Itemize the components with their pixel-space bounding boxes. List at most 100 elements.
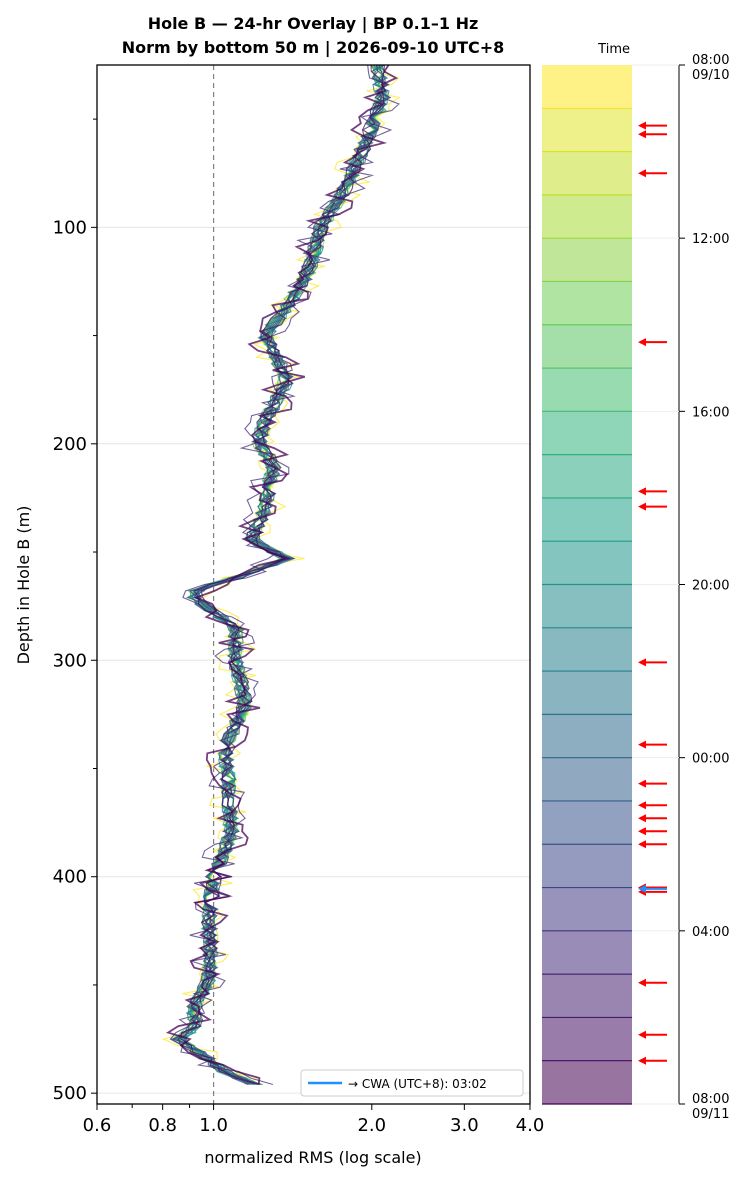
red-arrow-head-12	[638, 840, 646, 849]
red-arrow-0	[638, 121, 667, 130]
red-arrow-6	[638, 658, 667, 667]
y-tick-label-4: 500	[53, 1083, 87, 1104]
colorbar-band-4	[542, 238, 632, 282]
red-arrow-head-4	[638, 487, 646, 496]
red-arrow-12	[638, 840, 667, 849]
colorbar-band-14	[542, 671, 632, 715]
colorbar-time-ticks: 08:0009/1012:0016:0020:0000:0004:0008:00…	[632, 53, 729, 1122]
time-tick-date-6: 09/11	[692, 1107, 729, 1122]
colorbar-band-6	[542, 324, 632, 369]
time-tick-label-4: 00:00	[692, 752, 729, 767]
colorbar-band-3	[542, 194, 632, 239]
red-arrow-head-1	[638, 130, 646, 139]
red-arrow-head-15	[638, 978, 646, 987]
colorbar-band-7	[542, 368, 632, 412]
red-arrow-head-17	[638, 1056, 646, 1065]
colorbar-band-15	[542, 714, 632, 758]
red-arrow-9	[638, 801, 667, 810]
red-arrow-head-9	[638, 801, 646, 810]
red-arrow-head-6	[638, 658, 646, 667]
red-arrow-11	[638, 827, 667, 836]
red-arrow-head-10	[638, 814, 646, 823]
blue-arrow-head-0	[638, 884, 646, 893]
red-arrow-1	[638, 130, 667, 139]
series-line-16	[180, 64, 389, 1085]
series-line-23	[165, 64, 399, 1085]
x-axis-label: normalized RMS (log scale)	[204, 1148, 421, 1167]
legend-box	[300, 1069, 524, 1097]
time-tick-label-5: 04:00	[692, 925, 729, 940]
colorbar-band-11	[542, 541, 632, 585]
red-arrow-8	[638, 779, 667, 788]
red-arrow-2	[638, 169, 667, 178]
red-arrow-head-7	[638, 740, 646, 749]
red-arrow-head-11	[638, 827, 646, 836]
colorbar-band-22	[542, 1017, 632, 1061]
red-arrow-10	[638, 814, 667, 823]
plot-frame	[96, 64, 531, 1105]
event-arrows	[638, 121, 667, 1065]
red-arrow-3	[638, 338, 667, 347]
time-tick-label-0: 08:00	[692, 53, 729, 68]
red-arrow-head-5	[638, 502, 646, 511]
colorbar-band-19	[542, 887, 632, 931]
colorbar-band-17	[542, 800, 632, 845]
colorbar-band-18	[542, 844, 632, 888]
colorbar-label: Time	[597, 42, 630, 57]
chart-title: Hole B — 24-hr Overlay | BP 0.1–1 Hz	[148, 14, 479, 34]
y-tick-label-3: 400	[53, 867, 87, 888]
x-tick-label-2: 1.0	[199, 1115, 228, 1136]
time-tick-label-2: 16:00	[692, 405, 729, 420]
series-line-17	[183, 64, 391, 1085]
red-arrow-head-0	[638, 121, 646, 130]
red-arrow-5	[638, 502, 667, 511]
time-tick-label-1: 12:00	[692, 232, 729, 247]
colorbar-band-20	[542, 930, 632, 975]
colorbar-band-5	[542, 281, 632, 325]
x-tick-label-0: 0.6	[83, 1115, 112, 1136]
colorbar	[542, 65, 680, 1105]
x-tick-label-5: 4.0	[516, 1115, 545, 1136]
x-axis-ticks: 0.6 0.8 1.0 2.0 3.0 4.0	[83, 1104, 545, 1136]
y-axis-ticks: 100 200 300 400 500	[53, 118, 97, 1104]
series-line-0	[161, 64, 401, 1086]
x-tick-label-3: 2.0	[357, 1115, 386, 1136]
colorbar-band-9	[542, 454, 632, 498]
grid-lines	[97, 226, 530, 1094]
red-arrow-head-8	[638, 779, 646, 788]
red-arrow-7	[638, 740, 667, 749]
blue-arrow-0	[638, 884, 667, 893]
time-tick-label-3: 20:00	[692, 579, 729, 594]
red-arrow-head-3	[638, 338, 646, 347]
colorbar-band-16	[542, 757, 632, 801]
legend-entry-cwa: → CWA (UTC+8): 03:02	[348, 1077, 487, 1091]
time-tick-date-0: 09/10	[692, 68, 729, 83]
series-line-11	[184, 64, 388, 1086]
series-line-22	[180, 64, 385, 1086]
x-tick-label-1: 0.8	[148, 1115, 177, 1136]
y-tick-label-2: 300	[53, 650, 87, 671]
y-tick-label-0: 100	[53, 217, 87, 238]
colorbar-band-8	[542, 411, 632, 455]
colorbar-band-21	[542, 974, 632, 1018]
chart-subtitle: Norm by bottom 50 m | 2026-09-10 UTC+8	[122, 38, 505, 58]
red-arrow-4	[638, 487, 667, 496]
red-arrow-head-16	[638, 1030, 646, 1039]
red-arrow-15	[638, 978, 667, 987]
y-axis-label: Depth in Hole B (m)	[14, 506, 33, 665]
colorbar-band-23	[542, 1060, 632, 1104]
colorbar-band-13	[542, 627, 632, 672]
colorbar-band-1	[542, 108, 632, 152]
colorbar-band-10	[542, 497, 632, 542]
series-line-20	[169, 64, 400, 1086]
colorbar-band-2	[542, 151, 632, 195]
colorbar-band-12	[542, 584, 632, 628]
series-group	[161, 64, 401, 1086]
red-arrow-17	[638, 1056, 667, 1065]
x-tick-label-4: 3.0	[450, 1115, 479, 1136]
y-tick-label-1: 200	[53, 434, 87, 455]
colorbar-band-0	[542, 65, 632, 109]
legend: → CWA (UTC+8): 03:02	[300, 1069, 524, 1097]
red-arrow-head-2	[638, 169, 646, 178]
